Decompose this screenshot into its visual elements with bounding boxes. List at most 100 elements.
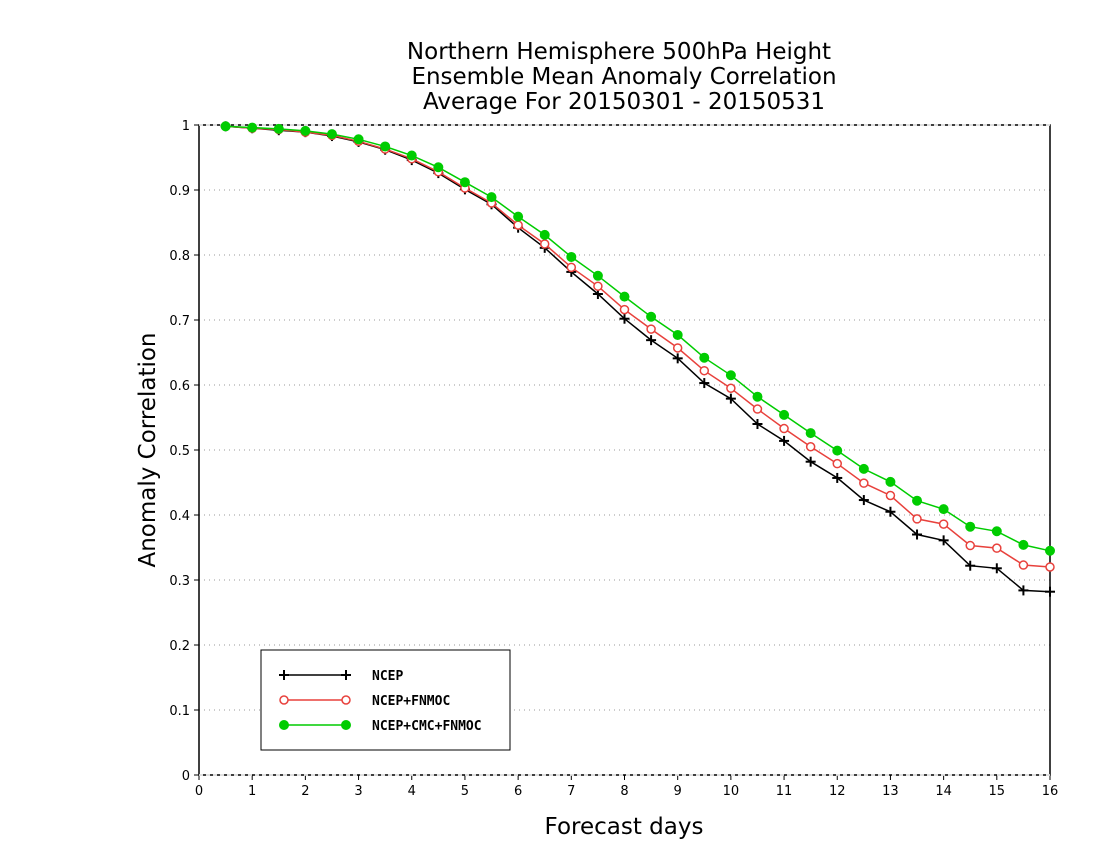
x-tick-label: 11	[776, 784, 793, 799]
data-point-ncep	[1045, 586, 1055, 597]
x-tick-label: 10	[723, 784, 740, 799]
data-point-ncep	[832, 472, 843, 483]
legend-marker	[279, 695, 289, 705]
data-point-ncep	[779, 435, 790, 446]
data-point-ncep	[858, 495, 869, 506]
legend-label: NCEP+FNMOC	[372, 694, 450, 709]
data-point-ncep	[646, 335, 657, 346]
data-point-ncep	[938, 535, 949, 546]
data-point-ncep-cmc-fnmoc	[273, 123, 284, 134]
legend: NCEP NCEP+FNMOC NCEP+CMC+FNMOC	[260, 649, 511, 751]
data-point-ncep	[672, 353, 683, 364]
data-point-ncep-cmc-fnmoc	[912, 495, 923, 506]
data-point-ncep-cmc-fnmoc	[406, 150, 417, 161]
data-point-ncep-fnmoc	[859, 478, 869, 488]
data-point-ncep-fnmoc	[1045, 562, 1055, 572]
y-tick-label: 0.1	[169, 704, 190, 719]
data-point-ncep-fnmoc	[1018, 560, 1029, 570]
data-point-ncep-fnmoc	[912, 514, 922, 524]
data-point-ncep-cmc-fnmoc	[805, 428, 816, 439]
data-point-ncep-cmc-fnmoc	[300, 125, 311, 136]
data-point-ncep-cmc-fnmoc	[247, 122, 258, 133]
data-point-ncep-cmc-fnmoc	[672, 329, 683, 340]
y-tick-label: 1	[182, 119, 190, 134]
series-line-ncep	[225, 125, 1051, 593]
data-point-ncep	[965, 560, 976, 571]
data-point-ncep-fnmoc	[646, 324, 656, 334]
legend-entry-ncep: NCEP	[279, 669, 403, 684]
data-point-ncep-cmc-fnmoc	[832, 445, 843, 456]
data-point-ncep-fnmoc	[992, 543, 1002, 553]
series-line-ncep-fnmoc	[225, 125, 1051, 568]
x-tick-label: 16	[1042, 784, 1059, 799]
x-tick-label: 0	[195, 784, 203, 799]
data-point-ncep-fnmoc	[965, 540, 975, 551]
data-point-ncep-cmc-fnmoc	[646, 311, 657, 322]
data-point-ncep-cmc-fnmoc	[779, 409, 790, 420]
y-tick-label: 0.7	[169, 314, 190, 329]
data-point-ncep-fnmoc	[779, 423, 789, 434]
y-tick-label: 0.6	[169, 379, 190, 394]
y-tick-label: 0.9	[169, 184, 190, 199]
x-tick-label: 14	[935, 784, 952, 799]
legend-label: NCEP+CMC+FNMOC	[372, 719, 482, 734]
data-point-ncep-fnmoc	[726, 383, 736, 393]
data-point-ncep	[725, 393, 736, 404]
x-tick-label: 5	[461, 784, 469, 799]
x-tick-label: 4	[408, 784, 416, 799]
legend-entry-ncep-cmc-fnmoc: NCEP+CMC+FNMOC	[279, 719, 482, 734]
data-point-ncep-fnmoc	[593, 281, 603, 291]
y-tick-label: 0	[182, 769, 190, 784]
data-point-ncep-cmc-fnmoc	[991, 526, 1002, 537]
chart-title: Northern Hemisphere 500hPa Height Ensemb…	[407, 39, 837, 115]
legend-marker	[341, 695, 351, 705]
series-ncep	[220, 121, 1055, 597]
x-tick-label: 6	[514, 784, 522, 799]
data-point-ncep-cmc-fnmoc	[1018, 539, 1029, 550]
y-tick-label: 0.4	[169, 509, 190, 524]
data-point-ncep	[805, 456, 816, 467]
data-point-ncep-cmc-fnmoc	[326, 129, 337, 140]
data-point-ncep-fnmoc	[672, 343, 683, 353]
x-tick-label: 8	[620, 784, 628, 799]
y-tick-label: 0.8	[169, 249, 190, 264]
x-tick-label: 3	[354, 784, 362, 799]
legend-marker	[279, 720, 289, 730]
x-tick-label: 2	[301, 784, 309, 799]
title-line-1: Northern Hemisphere 500hPa Height	[407, 39, 831, 65]
data-point-ncep-cmc-fnmoc	[592, 270, 603, 281]
data-point-ncep	[1018, 585, 1029, 596]
data-point-ncep-cmc-fnmoc	[619, 291, 630, 302]
data-point-ncep-fnmoc	[619, 304, 630, 315]
data-point-ncep	[885, 506, 896, 517]
data-point-ncep-cmc-fnmoc	[513, 211, 524, 222]
data-point-ncep	[912, 529, 923, 540]
x-tick-label: 13	[882, 784, 899, 799]
y-tick-label: 0.3	[169, 574, 190, 589]
data-point-ncep-cmc-fnmoc	[353, 134, 364, 145]
data-point-ncep-cmc-fnmoc	[885, 476, 896, 487]
data-point-ncep	[752, 419, 763, 429]
data-point-ncep-fnmoc	[539, 239, 550, 249]
data-point-ncep-fnmoc	[513, 220, 523, 230]
data-point-ncep	[991, 563, 1002, 574]
legend-marker	[279, 670, 289, 680]
data-point-ncep	[699, 378, 710, 389]
data-point-ncep-fnmoc	[566, 262, 577, 273]
x-tick-label: 7	[567, 784, 575, 799]
x-tick-label: 15	[989, 784, 1006, 799]
data-point-ncep-cmc-fnmoc	[380, 141, 391, 152]
data-point-ncep-fnmoc	[938, 519, 949, 529]
grid	[199, 189, 1050, 711]
title-line-2: Ensemble Mean Anomaly Correlation	[411, 64, 836, 90]
data-point-ncep-cmc-fnmoc	[486, 192, 497, 203]
data-point-ncep-cmc-fnmoc	[566, 251, 577, 262]
data-point-ncep-cmc-fnmoc	[725, 370, 736, 381]
data-point-ncep-cmc-fnmoc	[858, 463, 869, 474]
x-tick-label: 1	[248, 784, 256, 799]
series-ncep-cmc-fnmoc	[220, 121, 1055, 556]
data-point-ncep-cmc-fnmoc	[539, 229, 550, 240]
data-point-ncep-fnmoc	[885, 490, 896, 501]
data-point-ncep-fnmoc	[805, 442, 816, 452]
